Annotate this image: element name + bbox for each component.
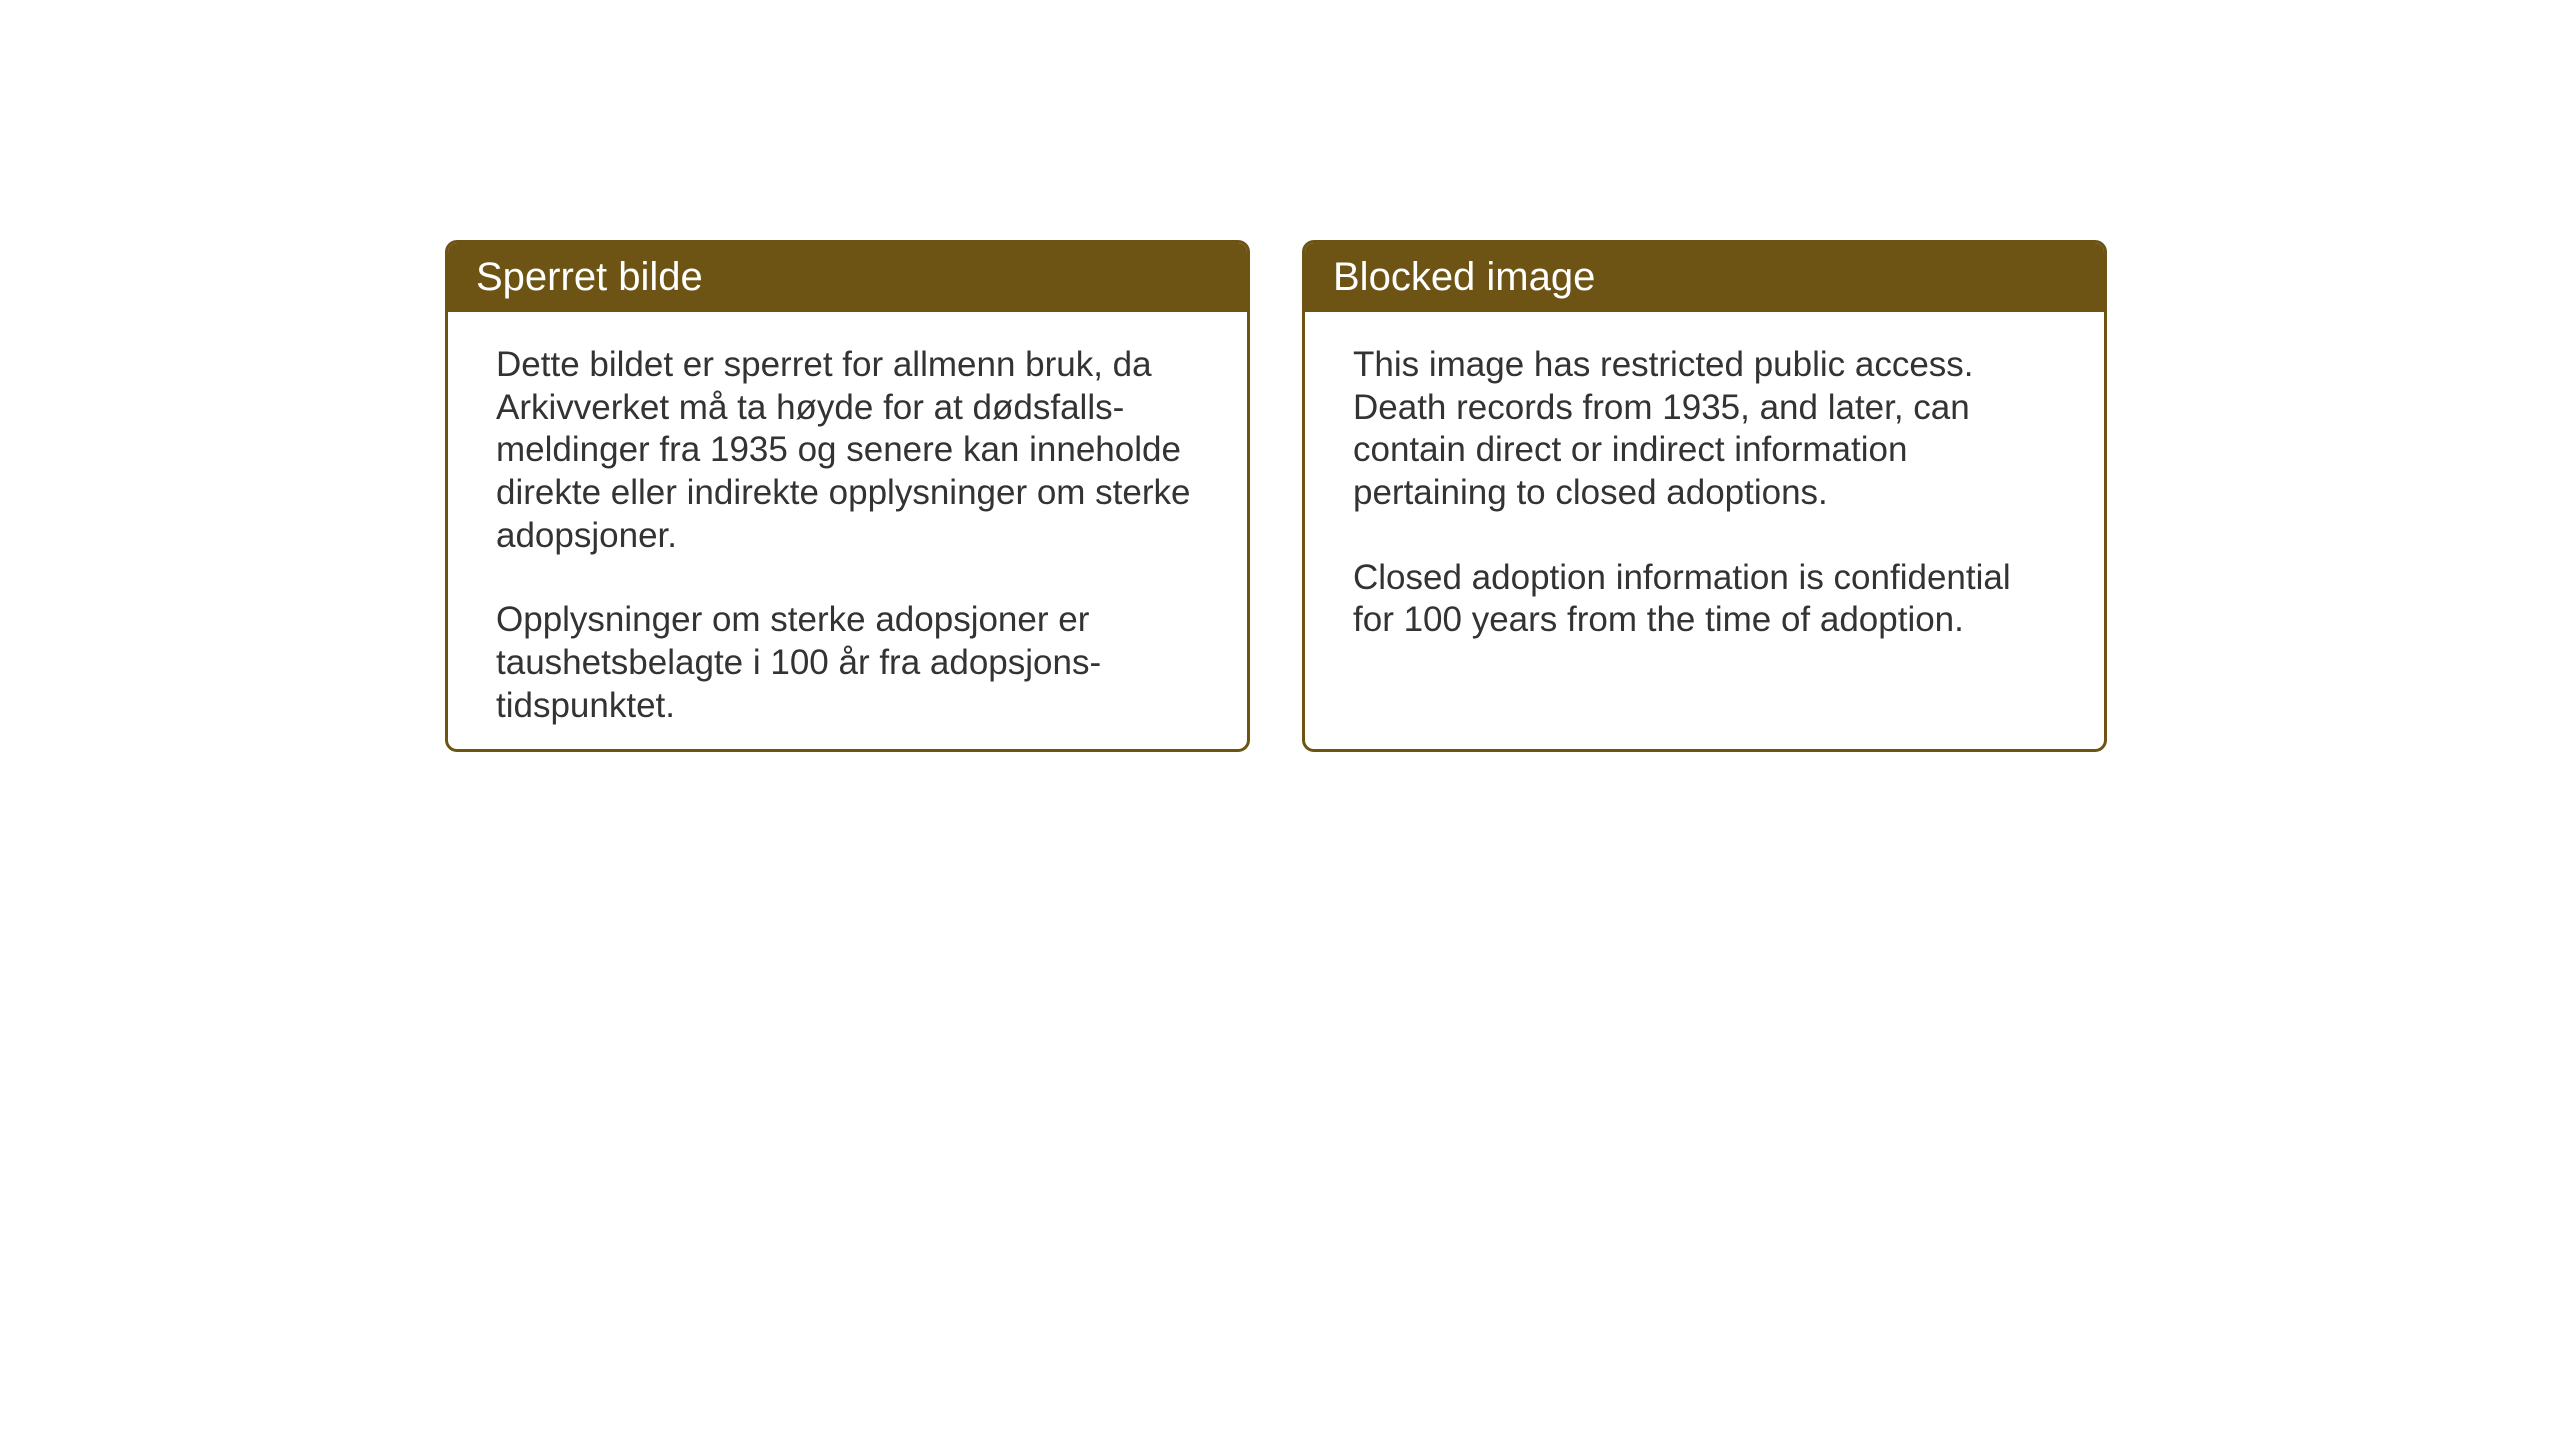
notice-card-english: Blocked image This image has restricted … (1302, 240, 2107, 752)
notice-title-norwegian: Sperret bilde (476, 255, 703, 299)
notice-paragraph-2-english: Closed adoption information is confident… (1353, 557, 2056, 642)
notice-container: Sperret bilde Dette bildet er sperret fo… (445, 240, 2107, 752)
notice-header-norwegian: Sperret bilde (448, 243, 1247, 312)
notice-paragraph-1-english: This image has restricted public access.… (1353, 344, 2056, 515)
notice-body-english: This image has restricted public access.… (1305, 312, 2104, 674)
notice-header-english: Blocked image (1305, 243, 2104, 312)
notice-card-norwegian: Sperret bilde Dette bildet er sperret fo… (445, 240, 1250, 752)
notice-body-norwegian: Dette bildet er sperret for allmenn bruk… (448, 312, 1247, 752)
notice-paragraph-1-norwegian: Dette bildet er sperret for allmenn bruk… (496, 344, 1199, 557)
notice-title-english: Blocked image (1333, 255, 1595, 299)
notice-paragraph-2-norwegian: Opplysninger om sterke adopsjoner er tau… (496, 599, 1199, 727)
